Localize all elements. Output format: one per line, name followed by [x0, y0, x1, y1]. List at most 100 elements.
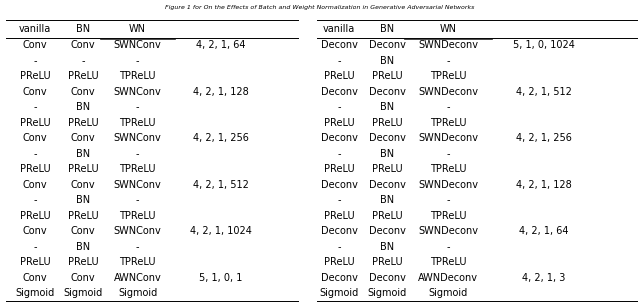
Text: TPReLU: TPReLU: [119, 71, 156, 81]
Text: AWNConv: AWNConv: [114, 273, 161, 283]
Text: PReLU: PReLU: [68, 257, 99, 267]
Text: -: -: [337, 195, 341, 205]
Text: PReLU: PReLU: [20, 211, 51, 221]
Text: 4, 2, 1, 128: 4, 2, 1, 128: [516, 180, 572, 190]
Text: BN: BN: [380, 242, 394, 252]
Text: 4, 2, 1, 256: 4, 2, 1, 256: [193, 133, 249, 144]
Text: SWNDeconv: SWNDeconv: [418, 40, 478, 50]
Text: Deconv: Deconv: [369, 273, 406, 283]
Text: TPReLU: TPReLU: [119, 211, 156, 221]
Text: -: -: [81, 56, 85, 66]
Text: 5, 1, 0, 1024: 5, 1, 0, 1024: [513, 40, 575, 50]
Text: BN: BN: [380, 102, 394, 112]
Text: SWNConv: SWNConv: [114, 87, 161, 97]
Text: Conv: Conv: [23, 273, 47, 283]
Text: Conv: Conv: [23, 133, 47, 144]
Text: Deconv: Deconv: [369, 180, 406, 190]
Text: -: -: [337, 242, 341, 252]
Text: PReLU: PReLU: [324, 257, 355, 267]
Text: SWNConv: SWNConv: [114, 40, 161, 50]
Text: Conv: Conv: [71, 40, 95, 50]
Text: TPReLU: TPReLU: [429, 211, 467, 221]
Text: TPReLU: TPReLU: [429, 164, 467, 174]
Text: Conv: Conv: [23, 180, 47, 190]
Text: 4, 2, 1, 1024: 4, 2, 1, 1024: [190, 226, 252, 237]
Text: PReLU: PReLU: [68, 118, 99, 128]
Text: 4, 2, 1, 512: 4, 2, 1, 512: [193, 180, 249, 190]
Text: SWNDeconv: SWNDeconv: [418, 180, 478, 190]
Text: -: -: [33, 195, 37, 205]
Text: Sigmoid: Sigmoid: [118, 289, 157, 298]
Text: Deconv: Deconv: [369, 40, 406, 50]
Text: BN: BN: [380, 149, 394, 159]
Text: BN: BN: [76, 24, 90, 34]
Text: vanilla: vanilla: [19, 24, 51, 34]
Text: PReLU: PReLU: [372, 71, 403, 81]
Text: Deconv: Deconv: [369, 133, 406, 144]
Text: -: -: [446, 242, 450, 252]
Text: Sigmoid: Sigmoid: [15, 289, 55, 298]
Text: PReLU: PReLU: [324, 71, 355, 81]
Text: TPReLU: TPReLU: [119, 257, 156, 267]
Text: Deconv: Deconv: [321, 226, 358, 237]
Text: Conv: Conv: [71, 180, 95, 190]
Text: PReLU: PReLU: [324, 211, 355, 221]
Text: Deconv: Deconv: [321, 40, 358, 50]
Text: -: -: [446, 102, 450, 112]
Text: WN: WN: [440, 24, 456, 34]
Text: Conv: Conv: [23, 40, 47, 50]
Text: PReLU: PReLU: [20, 118, 51, 128]
Text: Deconv: Deconv: [369, 226, 406, 237]
Text: vanilla: vanilla: [323, 24, 355, 34]
Text: SWNConv: SWNConv: [114, 226, 161, 237]
Text: BN: BN: [76, 195, 90, 205]
Text: Sigmoid: Sigmoid: [63, 289, 103, 298]
Text: TPReLU: TPReLU: [429, 71, 467, 81]
Text: -: -: [446, 195, 450, 205]
Text: Deconv: Deconv: [321, 180, 358, 190]
Text: Conv: Conv: [23, 87, 47, 97]
Text: -: -: [337, 149, 341, 159]
Text: Deconv: Deconv: [321, 273, 358, 283]
Text: PReLU: PReLU: [20, 257, 51, 267]
Text: Deconv: Deconv: [369, 87, 406, 97]
Text: TPReLU: TPReLU: [429, 257, 467, 267]
Text: PReLU: PReLU: [68, 164, 99, 174]
Text: 5, 1, 0, 1: 5, 1, 0, 1: [199, 273, 243, 283]
Text: SWNDeconv: SWNDeconv: [418, 226, 478, 237]
Text: PReLU: PReLU: [68, 211, 99, 221]
Text: -: -: [136, 102, 140, 112]
Text: -: -: [136, 56, 140, 66]
Text: Sigmoid: Sigmoid: [428, 289, 468, 298]
Text: SWNConv: SWNConv: [114, 133, 161, 144]
Text: PReLU: PReLU: [324, 164, 355, 174]
Text: PReLU: PReLU: [20, 164, 51, 174]
Text: -: -: [337, 102, 341, 112]
Text: Conv: Conv: [71, 273, 95, 283]
Text: BN: BN: [380, 195, 394, 205]
Text: Sigmoid: Sigmoid: [319, 289, 359, 298]
Text: 4, 2, 1, 64: 4, 2, 1, 64: [519, 226, 569, 237]
Text: BN: BN: [380, 56, 394, 66]
Text: -: -: [337, 56, 341, 66]
Text: -: -: [33, 149, 37, 159]
Text: -: -: [33, 102, 37, 112]
Text: Figure 1 for On the Effects of Batch and Weight Normalization in Generative Adve: Figure 1 for On the Effects of Batch and…: [165, 5, 475, 10]
Text: PReLU: PReLU: [372, 211, 403, 221]
Text: 4, 2, 1, 64: 4, 2, 1, 64: [196, 40, 246, 50]
Text: PReLU: PReLU: [68, 71, 99, 81]
Text: BN: BN: [76, 242, 90, 252]
Text: Deconv: Deconv: [321, 87, 358, 97]
Text: Conv: Conv: [71, 87, 95, 97]
Text: PReLU: PReLU: [372, 164, 403, 174]
Text: TPReLU: TPReLU: [119, 164, 156, 174]
Text: TPReLU: TPReLU: [119, 118, 156, 128]
Text: PReLU: PReLU: [372, 257, 403, 267]
Text: PReLU: PReLU: [20, 71, 51, 81]
Text: 4, 2, 1, 3: 4, 2, 1, 3: [522, 273, 566, 283]
Text: -: -: [446, 56, 450, 66]
Text: -: -: [136, 242, 140, 252]
Text: BN: BN: [76, 149, 90, 159]
Text: Sigmoid: Sigmoid: [367, 289, 407, 298]
Text: WN: WN: [129, 24, 146, 34]
